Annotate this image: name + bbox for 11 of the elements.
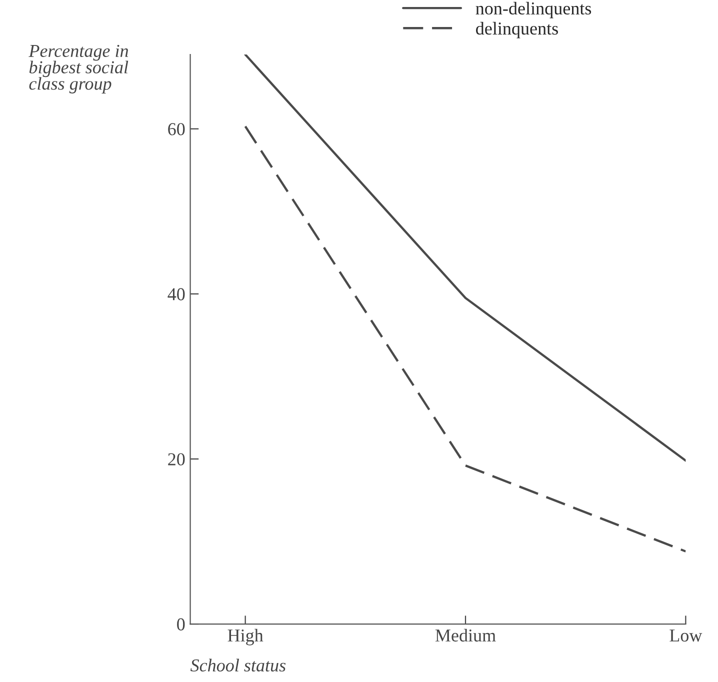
y-tick-label: 40	[168, 288, 185, 300]
x-tick-label: Low	[670, 630, 702, 642]
x-tick-label: Medium	[435, 628, 496, 642]
y-tick-label: 20	[168, 453, 185, 466]
y-tick-label: 60	[168, 123, 185, 136]
x-tick-label: High	[228, 628, 264, 646]
x-axis-title: School status	[190, 658, 286, 672]
legend-label: delinquents	[476, 22, 558, 38]
y-tick-label: 0	[177, 618, 185, 630]
y-axis-title: Percentage in bigbest social class group	[28, 44, 128, 94]
legend-label: non-delinquents	[476, 2, 592, 18]
